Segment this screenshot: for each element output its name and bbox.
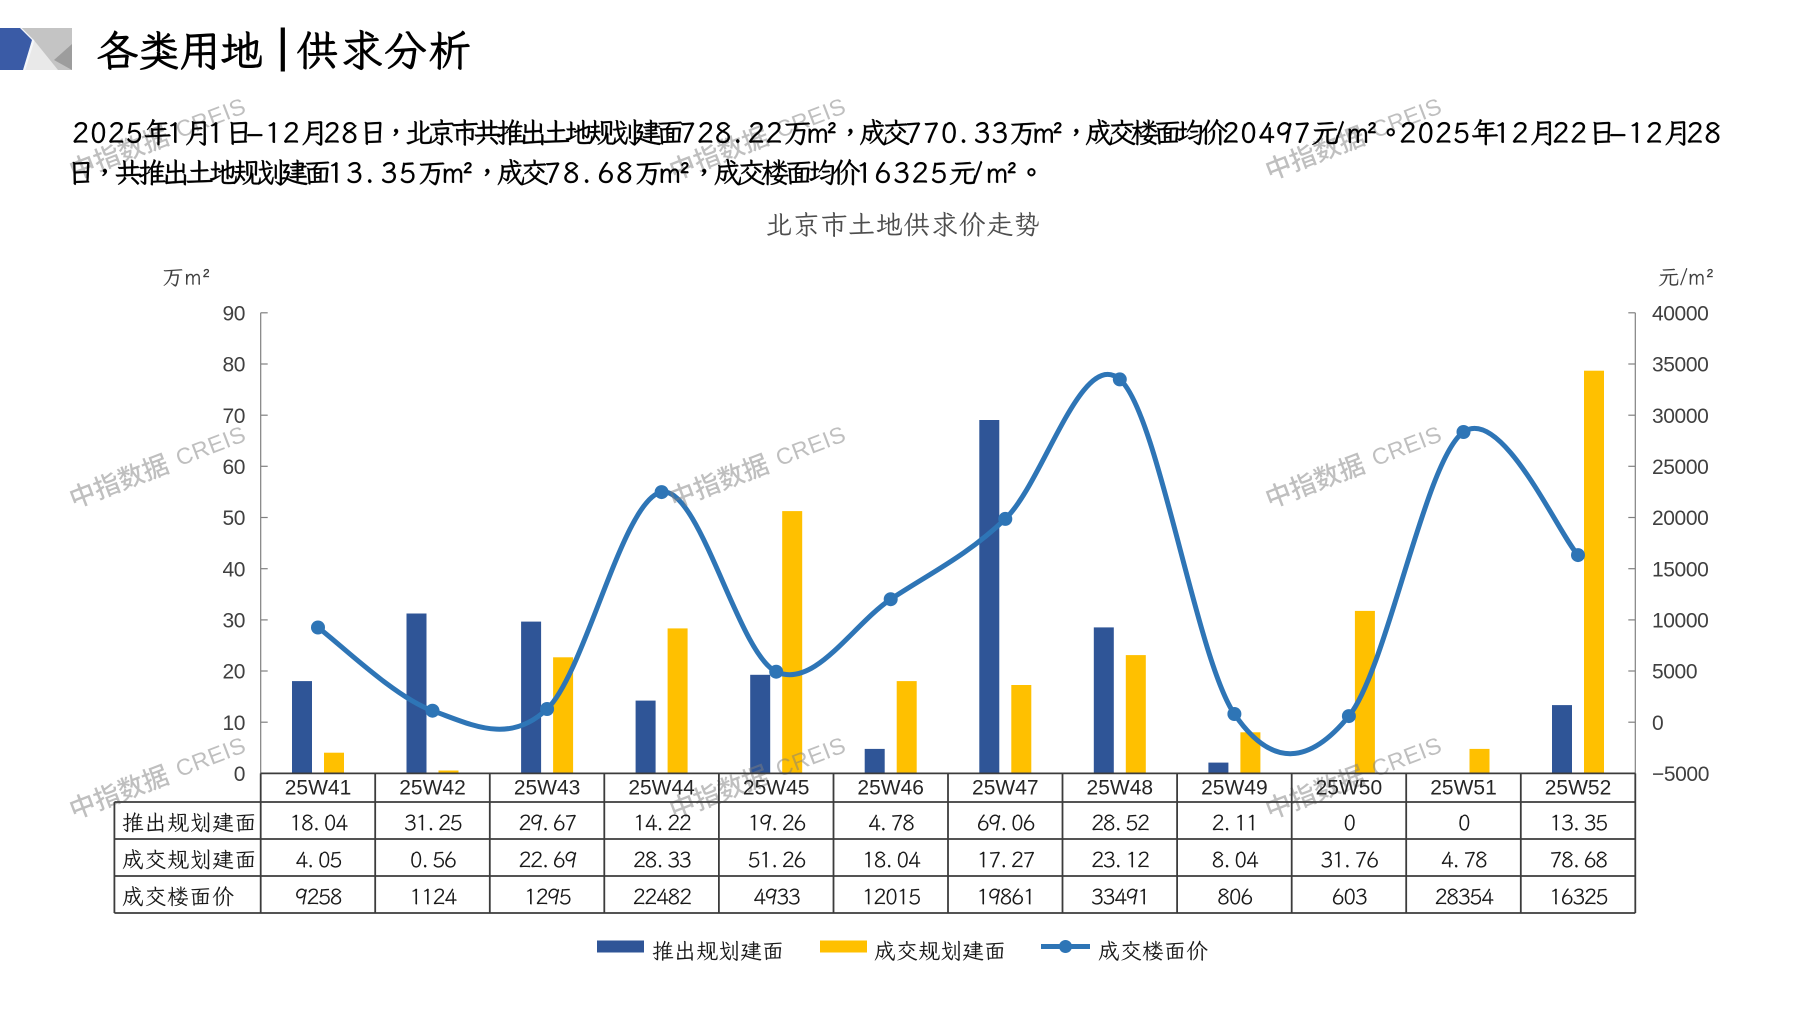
svg-text:15000: 15000 — [1652, 558, 1708, 581]
svg-text:10: 10 — [222, 712, 245, 735]
svg-text:30: 30 — [222, 610, 245, 633]
svg-text:25W46: 25W46 — [857, 777, 924, 800]
svg-text:35000: 35000 — [1652, 354, 1708, 377]
svg-text:20: 20 — [222, 661, 245, 684]
svg-text:40000: 40000 — [1652, 302, 1708, 325]
svg-text:25W48: 25W48 — [1087, 777, 1154, 800]
svg-text:−5000: −5000 — [1652, 763, 1709, 786]
svg-text:25W52: 25W52 — [1545, 777, 1612, 800]
svg-text:25W47: 25W47 — [972, 777, 1039, 800]
svg-text:90: 90 — [222, 302, 245, 325]
svg-text:25000: 25000 — [1652, 456, 1708, 479]
svg-text:25W43: 25W43 — [514, 777, 581, 800]
svg-text:25W51: 25W51 — [1430, 777, 1497, 800]
svg-text:30000: 30000 — [1652, 405, 1708, 428]
svg-text:0: 0 — [1652, 712, 1663, 735]
svg-text:5000: 5000 — [1652, 661, 1697, 684]
svg-text:10000: 10000 — [1652, 610, 1708, 633]
svg-text:25W49: 25W49 — [1201, 777, 1268, 800]
svg-text:25W45: 25W45 — [743, 777, 810, 800]
svg-text:40: 40 — [222, 558, 245, 581]
svg-text:20000: 20000 — [1652, 507, 1708, 530]
svg-text:25W50: 25W50 — [1316, 777, 1383, 800]
svg-text:60: 60 — [222, 456, 245, 479]
svg-text:50: 50 — [222, 507, 245, 530]
svg-text:25W42: 25W42 — [399, 777, 466, 800]
svg-text:25W44: 25W44 — [628, 777, 695, 800]
svg-text:70: 70 — [222, 405, 245, 428]
svg-text:80: 80 — [222, 354, 245, 377]
svg-text:25W41: 25W41 — [285, 777, 352, 800]
svg-text:0: 0 — [234, 763, 245, 786]
